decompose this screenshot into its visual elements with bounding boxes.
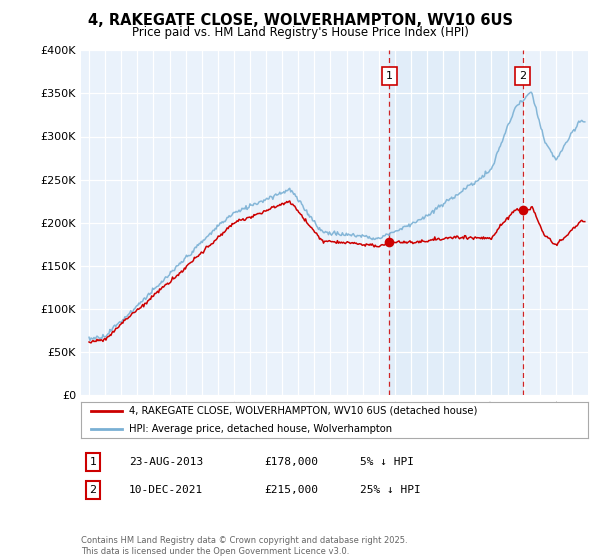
Text: 4, RAKEGATE CLOSE, WOLVERHAMPTON, WV10 6US: 4, RAKEGATE CLOSE, WOLVERHAMPTON, WV10 6… xyxy=(88,13,512,28)
Text: £215,000: £215,000 xyxy=(264,485,318,495)
Text: 10-DEC-2021: 10-DEC-2021 xyxy=(129,485,203,495)
Text: 4, RAKEGATE CLOSE, WOLVERHAMPTON, WV10 6US (detached house): 4, RAKEGATE CLOSE, WOLVERHAMPTON, WV10 6… xyxy=(129,405,478,416)
Text: 1: 1 xyxy=(386,71,393,81)
Text: 25% ↓ HPI: 25% ↓ HPI xyxy=(360,485,421,495)
Text: 5% ↓ HPI: 5% ↓ HPI xyxy=(360,457,414,467)
Text: 2: 2 xyxy=(519,71,526,81)
Text: 2: 2 xyxy=(89,485,97,495)
Text: Price paid vs. HM Land Registry's House Price Index (HPI): Price paid vs. HM Land Registry's House … xyxy=(131,26,469,39)
Text: 23-AUG-2013: 23-AUG-2013 xyxy=(129,457,203,467)
Text: £178,000: £178,000 xyxy=(264,457,318,467)
Text: 1: 1 xyxy=(89,457,97,467)
Text: HPI: Average price, detached house, Wolverhampton: HPI: Average price, detached house, Wolv… xyxy=(129,424,392,434)
Bar xyxy=(389,50,523,395)
Text: Contains HM Land Registry data © Crown copyright and database right 2025.
This d: Contains HM Land Registry data © Crown c… xyxy=(81,536,407,556)
